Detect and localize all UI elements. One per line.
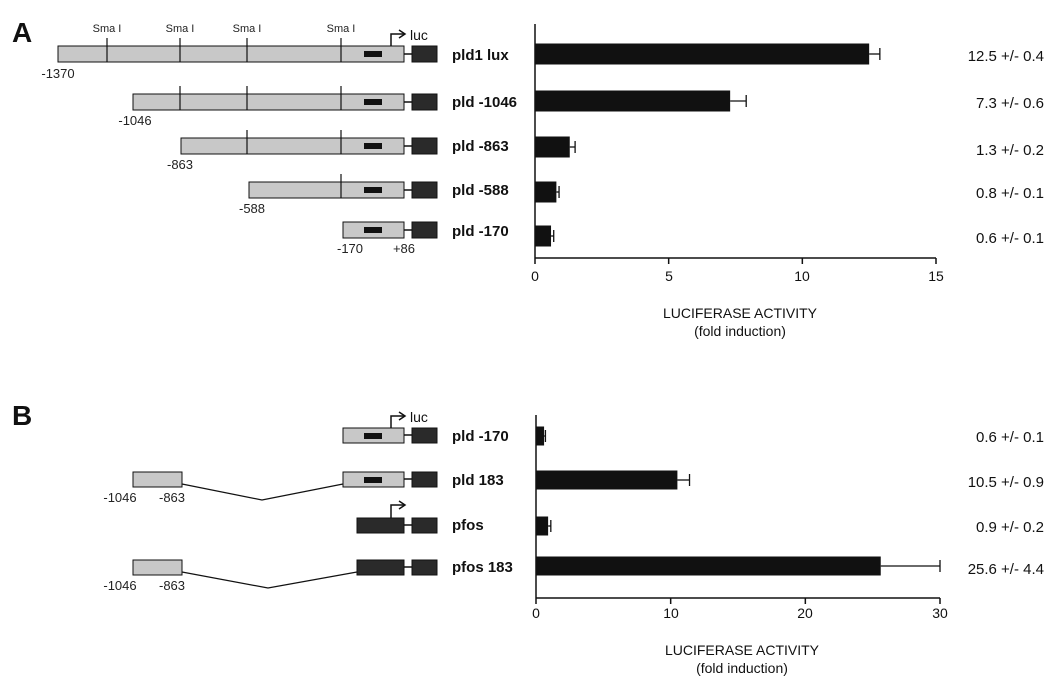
bar-pfos-183 — [536, 556, 881, 576]
category-label: pld -588 — [452, 182, 509, 199]
position-label: +86 — [393, 241, 415, 256]
position-label: -863 — [159, 578, 185, 593]
data-label: 0.9 +/- 0.2 — [976, 519, 1044, 536]
site-label-3: Sma I — [233, 23, 262, 35]
construct-pld-863: -863 — [167, 130, 438, 172]
x-tick-label: 15 — [928, 268, 944, 284]
position-label: -1370 — [41, 66, 74, 81]
data-label: 1.3 +/- 0.2 — [976, 142, 1044, 159]
bar-pld--863 — [535, 136, 570, 158]
category-label: pld -170 — [452, 428, 509, 445]
bar-pld--588 — [535, 181, 557, 203]
category-label: pfos 183 — [452, 559, 513, 576]
data-label: 7.3 +/- 0.6 — [976, 95, 1044, 112]
construct-pld-588: -588 — [239, 174, 438, 216]
construct-pld-170: -170 +86 — [337, 221, 438, 256]
x-tick-label: 10 — [794, 268, 810, 284]
construct-pld-170-b — [342, 427, 438, 444]
site-label-1: Sma I — [93, 23, 122, 35]
x-tick-label: 10 — [663, 605, 679, 621]
data-label: 25.6 +/- 4.4 — [968, 561, 1044, 578]
bar-pfos — [536, 516, 549, 536]
construct-pld-183: -1046 -863 — [103, 471, 438, 505]
position-label: -170 — [337, 241, 363, 256]
category-label: pfos — [452, 517, 484, 534]
construct-pld1-lux: -1370 — [41, 38, 438, 81]
x-axis-title: LUCIFERASE ACTIVITY — [663, 305, 818, 321]
x-tick-label: 0 — [531, 268, 539, 284]
luc-label-a: luc — [410, 27, 428, 43]
category-label: pld -1046 — [452, 94, 517, 111]
transcription-start-arrow-icon — [390, 411, 407, 428]
category-label: pld -170 — [452, 223, 509, 240]
position-label: -588 — [239, 201, 265, 216]
position-label: -1046 — [103, 490, 136, 505]
x-tick-label: 5 — [665, 268, 673, 284]
position-label: -863 — [167, 157, 193, 172]
data-label: 0.6 +/- 0.1 — [976, 429, 1044, 446]
data-label: 10.5 +/- 0.9 — [968, 474, 1044, 491]
bar-pld1-lux — [535, 43, 870, 65]
data-label: 0.8 +/- 0.1 — [976, 185, 1044, 202]
position-label: -1046 — [118, 113, 151, 128]
x-axis-subtitle: (fold induction) — [694, 323, 786, 339]
data-label: 12.5 +/- 0.4 — [968, 48, 1044, 65]
panel-b-letter: B — [12, 400, 32, 431]
construct-pld-1046: -1046 — [118, 86, 438, 128]
panel-a-letter: A — [12, 17, 32, 48]
category-label: pld -863 — [452, 138, 509, 155]
x-tick-label: 30 — [932, 605, 948, 621]
transcription-start-arrow-icon — [390, 29, 407, 46]
bar-pld-183 — [536, 470, 678, 490]
panel-a-site-labels: Sma I Sma I Sma I Sma I — [93, 23, 356, 35]
category-label: pld 183 — [452, 472, 504, 489]
chart-b — [535, 415, 941, 604]
x-axis-title: LUCIFERASE ACTIVITY — [665, 642, 820, 658]
site-label-2: Sma I — [166, 23, 195, 35]
chart-a — [534, 24, 937, 264]
x-tick-label: 20 — [797, 605, 813, 621]
bar-pld--1046 — [535, 90, 731, 112]
arrow-icon — [390, 504, 404, 518]
bar-pld--170 — [535, 225, 552, 247]
x-axis-subtitle: (fold induction) — [696, 660, 788, 676]
position-label: -863 — [159, 490, 185, 505]
data-label: 0.6 +/- 0.1 — [976, 230, 1044, 247]
position-label: -1046 — [103, 578, 136, 593]
category-label: pld1 lux — [452, 47, 509, 64]
construct-pfos — [356, 500, 438, 534]
luc-label-b: luc — [410, 409, 428, 425]
x-tick-label: 0 — [532, 605, 540, 621]
bar-pld--170 — [536, 426, 545, 446]
construct-pfos-183: -1046 -863 — [103, 559, 438, 593]
site-label-4: Sma I — [327, 23, 356, 35]
